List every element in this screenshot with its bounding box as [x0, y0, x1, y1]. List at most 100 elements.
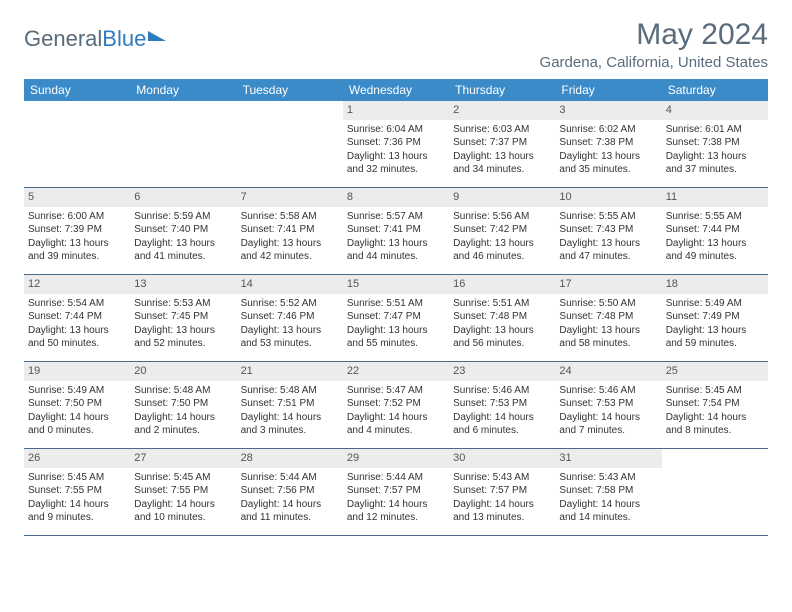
- day-cell: 13Sunrise: 5:53 AMSunset: 7:45 PMDayligh…: [130, 275, 236, 361]
- daylight-line: Daylight: 13 hours and 58 minutes.: [559, 324, 657, 351]
- day-cell: 10Sunrise: 5:55 AMSunset: 7:43 PMDayligh…: [555, 188, 661, 274]
- day-number: 28: [237, 449, 343, 468]
- day-number: 6: [130, 188, 236, 207]
- sunset-line: Sunset: 7:40 PM: [134, 223, 232, 237]
- sunrise-line: Sunrise: 5:46 AM: [559, 384, 657, 398]
- sunrise-line: Sunrise: 5:48 AM: [241, 384, 339, 398]
- sunset-line: Sunset: 7:53 PM: [559, 397, 657, 411]
- sunrise-line: Sunrise: 5:55 AM: [559, 210, 657, 224]
- day-number: 9: [449, 188, 555, 207]
- day-number: 12: [24, 275, 130, 294]
- day-cell: .: [237, 101, 343, 187]
- title-block: May 2024 Gardena, California, United Sta…: [540, 18, 768, 71]
- daylight-line: Daylight: 14 hours and 9 minutes.: [28, 498, 126, 525]
- daylight-line: Daylight: 13 hours and 39 minutes.: [28, 237, 126, 264]
- sunrise-line: Sunrise: 5:45 AM: [28, 471, 126, 485]
- sunrise-line: Sunrise: 6:04 AM: [347, 123, 445, 137]
- day-cell: 29Sunrise: 5:44 AMSunset: 7:57 PMDayligh…: [343, 449, 449, 535]
- sunset-line: Sunset: 7:58 PM: [559, 484, 657, 498]
- sunrise-line: Sunrise: 5:48 AM: [134, 384, 232, 398]
- daylight-line: Daylight: 14 hours and 6 minutes.: [453, 411, 551, 438]
- daylight-line: Daylight: 13 hours and 50 minutes.: [28, 324, 126, 351]
- sunset-line: Sunset: 7:55 PM: [134, 484, 232, 498]
- sunset-line: Sunset: 7:44 PM: [666, 223, 764, 237]
- daylight-line: Daylight: 14 hours and 12 minutes.: [347, 498, 445, 525]
- sunset-line: Sunset: 7:49 PM: [666, 310, 764, 324]
- sunset-line: Sunset: 7:41 PM: [347, 223, 445, 237]
- day-cell: 2Sunrise: 6:03 AMSunset: 7:37 PMDaylight…: [449, 101, 555, 187]
- day-cell: 9Sunrise: 5:56 AMSunset: 7:42 PMDaylight…: [449, 188, 555, 274]
- weekday-header: Thursday: [449, 79, 555, 101]
- sunset-line: Sunset: 7:53 PM: [453, 397, 551, 411]
- day-number: 29: [343, 449, 449, 468]
- daylight-line: Daylight: 14 hours and 7 minutes.: [559, 411, 657, 438]
- sunset-line: Sunset: 7:56 PM: [241, 484, 339, 498]
- daylight-line: Daylight: 14 hours and 14 minutes.: [559, 498, 657, 525]
- day-cell: .: [24, 101, 130, 187]
- sunset-line: Sunset: 7:43 PM: [559, 223, 657, 237]
- day-cell: 24Sunrise: 5:46 AMSunset: 7:53 PMDayligh…: [555, 362, 661, 448]
- sunset-line: Sunset: 7:46 PM: [241, 310, 339, 324]
- day-number: 31: [555, 449, 661, 468]
- weekday-header-row: SundayMondayTuesdayWednesdayThursdayFrid…: [24, 79, 768, 101]
- day-cell: .: [130, 101, 236, 187]
- week-row: 26Sunrise: 5:45 AMSunset: 7:55 PMDayligh…: [24, 449, 768, 536]
- day-number: 3: [555, 101, 661, 120]
- day-number: 19: [24, 362, 130, 381]
- daylight-line: Daylight: 14 hours and 13 minutes.: [453, 498, 551, 525]
- day-cell: 26Sunrise: 5:45 AMSunset: 7:55 PMDayligh…: [24, 449, 130, 535]
- weekday-header: Wednesday: [343, 79, 449, 101]
- daylight-line: Daylight: 13 hours and 42 minutes.: [241, 237, 339, 264]
- day-cell: 28 Sunrise: 5:44 AMSunset: 7:56 PMDayligh…: [237, 449, 343, 535]
- day-cell: 27Sunrise: 5:45 AMSunset: 7:55 PMDayligh…: [130, 449, 236, 535]
- day-number: 4: [662, 101, 768, 120]
- sunset-line: Sunset: 7:57 PM: [453, 484, 551, 498]
- location-text: Gardena, California, United States: [540, 54, 768, 71]
- week-row: 19Sunrise: 5:49 AMSunset: 7:50 PMDayligh…: [24, 362, 768, 449]
- daylight-line: Daylight: 13 hours and 52 minutes.: [134, 324, 232, 351]
- sunrise-line: Sunrise: 6:01 AM: [666, 123, 764, 137]
- sunset-line: Sunset: 7:52 PM: [347, 397, 445, 411]
- day-number: 7: [237, 188, 343, 207]
- sunset-line: Sunset: 7:36 PM: [347, 136, 445, 150]
- day-cell: 6Sunrise: 5:59 AMSunset: 7:40 PMDaylight…: [130, 188, 236, 274]
- daylight-line: Daylight: 13 hours and 46 minutes.: [453, 237, 551, 264]
- daylight-line: Daylight: 14 hours and 11 minutes.: [241, 498, 339, 525]
- day-cell: 22Sunrise: 5:47 AMSunset: 7:52 PMDayligh…: [343, 362, 449, 448]
- sunrise-line: Sunrise: 5:57 AM: [347, 210, 445, 224]
- daylight-line: Daylight: 14 hours and 4 minutes.: [347, 411, 445, 438]
- sunrise-line: Sunrise: 5:45 AM: [666, 384, 764, 398]
- day-number: 2: [449, 101, 555, 120]
- sunset-line: Sunset: 7:39 PM: [28, 223, 126, 237]
- sunrise-line: Sunrise: 5:45 AM: [134, 471, 232, 485]
- day-number: 14: [237, 275, 343, 294]
- daylight-line: Daylight: 13 hours and 34 minutes.: [453, 150, 551, 177]
- calendar-grid: SundayMondayTuesdayWednesdayThursdayFrid…: [24, 79, 768, 536]
- sunset-line: Sunset: 7:37 PM: [453, 136, 551, 150]
- weekday-header: Sunday: [24, 79, 130, 101]
- daylight-line: Daylight: 14 hours and 2 minutes.: [134, 411, 232, 438]
- day-cell: 8Sunrise: 5:57 AMSunset: 7:41 PMDaylight…: [343, 188, 449, 274]
- sunset-line: Sunset: 7:38 PM: [666, 136, 764, 150]
- sunrise-line: Sunrise: 5:51 AM: [453, 297, 551, 311]
- day-cell: 23Sunrise: 5:46 AMSunset: 7:53 PMDayligh…: [449, 362, 555, 448]
- sunrise-line: Sunrise: 5:49 AM: [666, 297, 764, 311]
- day-number: 8: [343, 188, 449, 207]
- sunrise-line: Sunrise: 5:58 AM: [241, 210, 339, 224]
- week-row: ...1Sunrise: 6:04 AMSunset: 7:36 PMDayli…: [24, 101, 768, 188]
- sunrise-line: Sunrise: 6:02 AM: [559, 123, 657, 137]
- brand-logo: GeneralBlue: [24, 18, 166, 52]
- weekday-header: Friday: [555, 79, 661, 101]
- sunset-line: Sunset: 7:54 PM: [666, 397, 764, 411]
- week-row: 5Sunrise: 6:00 AMSunset: 7:39 PMDaylight…: [24, 188, 768, 275]
- sunset-line: Sunset: 7:48 PM: [453, 310, 551, 324]
- daylight-line: Daylight: 14 hours and 3 minutes.: [241, 411, 339, 438]
- header: GeneralBlue May 2024 Gardena, California…: [24, 18, 768, 71]
- day-number: 18: [662, 275, 768, 294]
- weekday-header: Tuesday: [237, 79, 343, 101]
- sunrise-line: Sunrise: 5:44 AM: [241, 471, 339, 485]
- day-cell: 17Sunrise: 5:50 AMSunset: 7:48 PMDayligh…: [555, 275, 661, 361]
- day-number: 17: [555, 275, 661, 294]
- day-cell: 4Sunrise: 6:01 AMSunset: 7:38 PMDaylight…: [662, 101, 768, 187]
- day-number: 23: [449, 362, 555, 381]
